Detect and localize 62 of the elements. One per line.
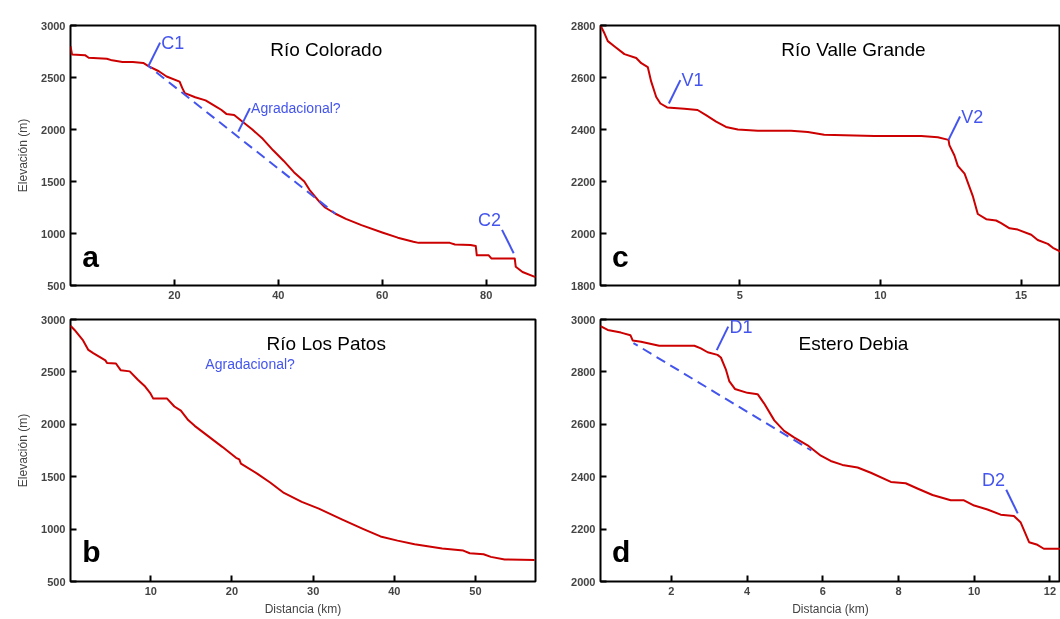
x-axis-title: Distancia (km) [792,601,869,616]
x-axis-title: Distancia (km) [264,601,342,616]
y-axis-title: Elevación (m) [16,118,31,193]
y-tick-label: 1000 [41,227,66,240]
annotation: C1 [161,32,185,53]
x-tick-label: 40 [272,288,285,301]
y-tick-label: 1800 [571,279,596,292]
y-tick-label: 3000 [41,313,66,326]
annotation: Agradacional? [205,355,296,372]
y-tick-label: 1500 [41,470,66,483]
y-tick-label: 2500 [41,71,66,84]
x-tick-label: 40 [388,584,401,597]
y-tick-label: 1000 [41,523,66,536]
x-tick-label: 10 [968,584,981,597]
y-tick-label: 500 [47,575,66,588]
y-tick-label: 2500 [41,365,66,378]
x-tick-label: 5 [736,288,743,301]
annotation: b [82,535,101,569]
x-tick-label: 20 [225,584,239,597]
y-tick-label: 2000 [41,418,66,431]
y-tick-label: 2400 [571,470,596,483]
x-tick-label: 15 [1014,288,1028,301]
x-tick-label: 12 [1043,584,1057,597]
x-tick-label: 10 [874,288,887,301]
y-tick-label: 1500 [41,175,66,188]
y-tick-label: 2800 [571,365,596,378]
y-tick-label: 2600 [571,418,596,431]
x-tick-label: 80 [480,288,493,301]
y-tick-label: 3000 [571,313,596,326]
annotation: D2 [982,469,1006,490]
x-tick-label: 20 [168,288,181,301]
annotation: c [612,239,629,273]
x-tick-label: 50 [469,584,482,597]
x-tick-label: 2 [668,584,675,597]
y-axis-title: Elevación (m) [16,413,31,488]
x-tick-label: 4 [743,584,751,597]
y-tick-label: 2000 [571,575,596,588]
annotation: a [82,239,100,273]
text: Estero Debia [798,332,909,354]
y-tick-label: 2800 [571,19,596,32]
y-tick-label: 2000 [41,123,66,136]
annotation: C2 [477,209,501,230]
y-tick-label: 3000 [41,19,66,32]
annotation: d [612,535,631,569]
text: Río Colorado [270,38,383,60]
annotation: Agradacional? [251,100,341,117]
x-tick-label: 30 [307,584,320,597]
y-tick-label: 2400 [571,123,596,136]
y-tick-label: 2200 [571,175,596,188]
x-tick-label: 60 [376,288,389,301]
annotation: D1 [729,316,753,337]
y-tick-label: 500 [47,279,66,292]
x-tick-label: 8 [895,584,902,597]
y-tick-label: 2200 [571,523,596,536]
x-tick-label: 10 [144,584,157,597]
y-tick-label: 2600 [571,71,596,84]
annotation: V1 [681,70,704,91]
text: Río Valle Grande [781,38,926,60]
annotation: V2 [961,106,984,127]
y-tick-label: 2000 [571,227,596,240]
x-tick-label: 6 [819,584,826,597]
text: Río Los Patos [266,332,386,354]
